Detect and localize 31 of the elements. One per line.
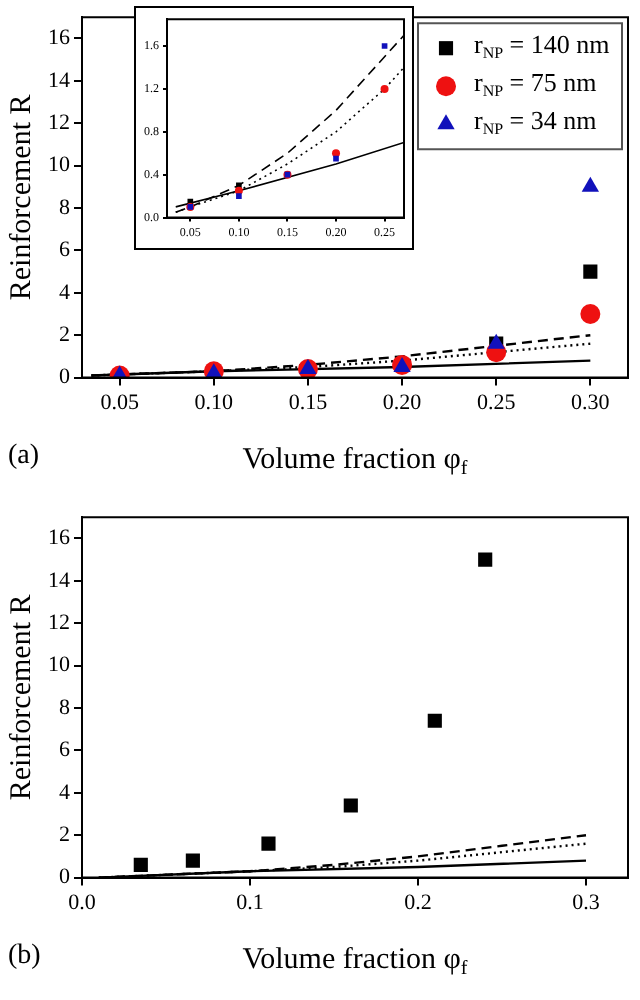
y-tick-label: 6 (59, 738, 71, 763)
x-tick-label: 0.3 (572, 890, 601, 915)
x-tick-label: 0.15 (288, 390, 329, 415)
x-tick-label: 0.25 (476, 390, 517, 415)
x-tick-label: 0.10 (194, 390, 235, 415)
y-tick-label: 16 (48, 26, 71, 51)
y-tick-label: 12 (48, 610, 70, 635)
x-tick-label: 0.2 (404, 890, 432, 915)
y-tick-label: 8 (59, 695, 71, 720)
y-tick-label: 0 (59, 365, 71, 390)
y-tick-label: 12 (48, 110, 70, 135)
y-tick-label: 6 (59, 238, 71, 263)
y-tick-label: 16 (48, 526, 71, 551)
x-tick-label: 0.05 (100, 390, 140, 415)
y-tick-label: 14 (48, 68, 71, 93)
text: (a) (8, 441, 40, 472)
y-tick-label: 2 (59, 822, 70, 847)
y-tick-label: 8 (59, 195, 71, 220)
y-axis-title: Reinforcement R (5, 594, 38, 801)
y-axis-title: Reinforcement R (5, 94, 38, 301)
y-tick-label: 14 (48, 568, 71, 593)
y-tick-label: 10 (48, 653, 71, 678)
x-tick-label: 0.1 (236, 890, 264, 915)
y-tick-label: 4 (59, 780, 71, 805)
y-tick-label: 2 (59, 322, 70, 347)
y-tick-label: 10 (48, 153, 71, 178)
y-tick-label: 0 (59, 865, 71, 890)
x-tick-label: 0.30 (571, 390, 611, 415)
x-tick-label: 0.20 (382, 390, 423, 415)
y-tick-label: 4 (59, 280, 71, 305)
text: (b) (8, 941, 42, 972)
